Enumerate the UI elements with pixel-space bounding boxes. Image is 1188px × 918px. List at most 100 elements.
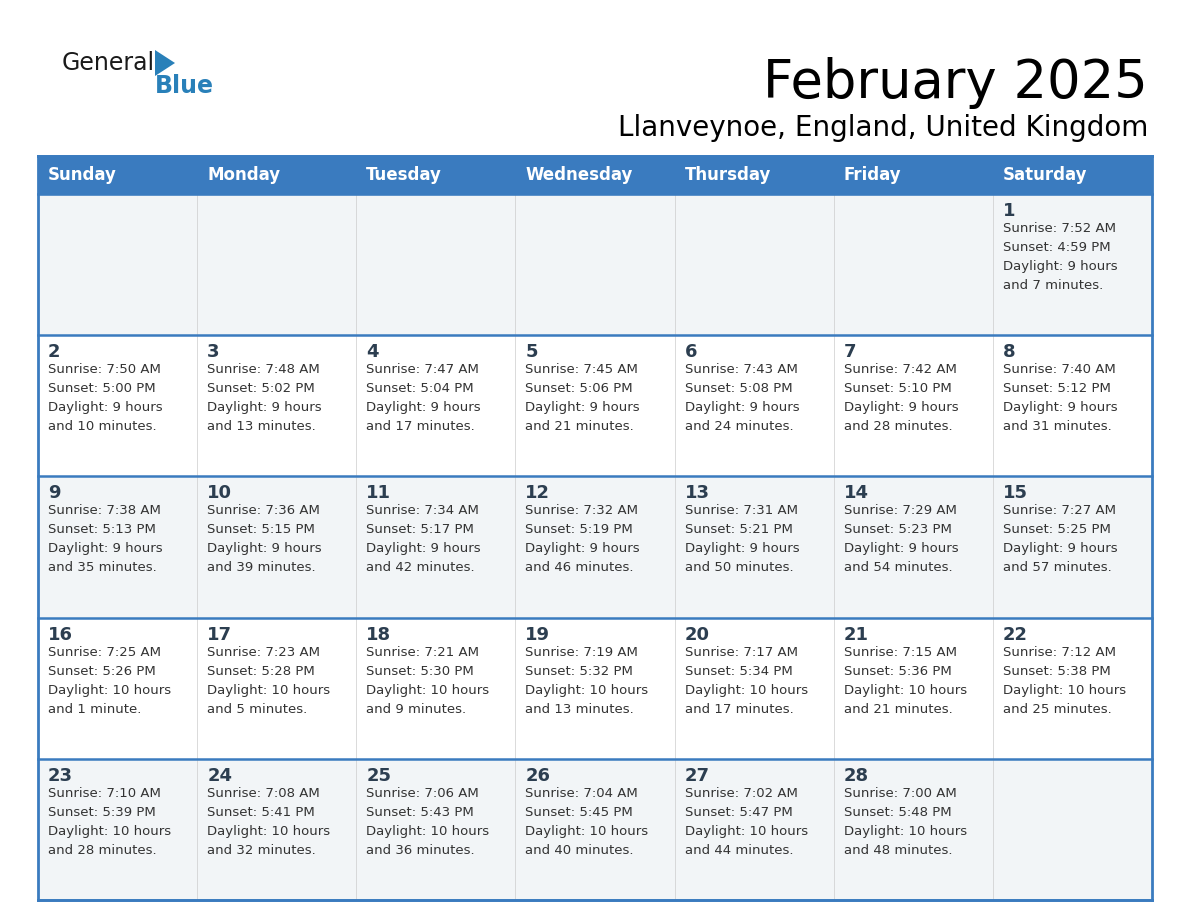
Text: Daylight: 10 hours: Daylight: 10 hours xyxy=(48,824,171,838)
Text: and 31 minutes.: and 31 minutes. xyxy=(1003,420,1112,433)
Text: Sunrise: 7:43 AM: Sunrise: 7:43 AM xyxy=(684,364,797,376)
Text: Sunrise: 7:21 AM: Sunrise: 7:21 AM xyxy=(366,645,479,658)
Text: Daylight: 9 hours: Daylight: 9 hours xyxy=(1003,543,1118,555)
Bar xyxy=(197,618,356,759)
Text: and 42 minutes.: and 42 minutes. xyxy=(366,562,475,575)
Bar xyxy=(675,476,834,618)
Text: Daylight: 10 hours: Daylight: 10 hours xyxy=(48,684,171,697)
Text: 14: 14 xyxy=(843,485,868,502)
Text: 28: 28 xyxy=(843,767,868,785)
Text: Sunset: 5:30 PM: Sunset: 5:30 PM xyxy=(366,665,474,677)
Text: Sunset: 5:28 PM: Sunset: 5:28 PM xyxy=(207,665,315,677)
Text: Sunrise: 7:50 AM: Sunrise: 7:50 AM xyxy=(48,364,160,376)
Bar xyxy=(38,476,197,618)
Text: Daylight: 10 hours: Daylight: 10 hours xyxy=(684,824,808,838)
Text: and 48 minutes.: and 48 minutes. xyxy=(843,844,953,856)
Text: Sunrise: 7:15 AM: Sunrise: 7:15 AM xyxy=(843,645,956,658)
Text: Sunrise: 7:19 AM: Sunrise: 7:19 AM xyxy=(525,645,638,658)
Bar xyxy=(197,759,356,900)
Text: Sunrise: 7:32 AM: Sunrise: 7:32 AM xyxy=(525,504,638,518)
Text: Sunrise: 7:12 AM: Sunrise: 7:12 AM xyxy=(1003,645,1116,658)
Bar xyxy=(516,335,675,476)
Text: Sunrise: 7:29 AM: Sunrise: 7:29 AM xyxy=(843,504,956,518)
Text: Sunrise: 7:08 AM: Sunrise: 7:08 AM xyxy=(207,787,320,800)
Text: Blue: Blue xyxy=(154,74,214,98)
Text: Sunrise: 7:17 AM: Sunrise: 7:17 AM xyxy=(684,645,797,658)
Text: Sunset: 5:48 PM: Sunset: 5:48 PM xyxy=(843,806,952,819)
Bar xyxy=(834,759,993,900)
Text: Daylight: 10 hours: Daylight: 10 hours xyxy=(366,824,489,838)
Text: Sunrise: 7:25 AM: Sunrise: 7:25 AM xyxy=(48,645,162,658)
Text: Daylight: 9 hours: Daylight: 9 hours xyxy=(207,543,322,555)
Text: Sunset: 5:32 PM: Sunset: 5:32 PM xyxy=(525,665,633,677)
Bar xyxy=(197,476,356,618)
Text: 19: 19 xyxy=(525,625,550,644)
Text: and 13 minutes.: and 13 minutes. xyxy=(207,420,316,433)
Text: Sunrise: 7:10 AM: Sunrise: 7:10 AM xyxy=(48,787,160,800)
Text: Sunset: 5:04 PM: Sunset: 5:04 PM xyxy=(366,382,474,396)
Bar xyxy=(834,335,993,476)
Text: Daylight: 9 hours: Daylight: 9 hours xyxy=(525,401,640,414)
Text: Sunset: 5:02 PM: Sunset: 5:02 PM xyxy=(207,382,315,396)
Text: Sunset: 5:15 PM: Sunset: 5:15 PM xyxy=(207,523,315,536)
Text: and 21 minutes.: and 21 minutes. xyxy=(843,702,953,716)
Text: Sunday: Sunday xyxy=(48,166,116,184)
Text: Sunset: 5:26 PM: Sunset: 5:26 PM xyxy=(48,665,156,677)
Text: Daylight: 10 hours: Daylight: 10 hours xyxy=(525,824,649,838)
Text: Sunset: 5:17 PM: Sunset: 5:17 PM xyxy=(366,523,474,536)
Text: and 54 minutes.: and 54 minutes. xyxy=(843,562,953,575)
Bar xyxy=(993,618,1152,759)
Text: Sunset: 5:38 PM: Sunset: 5:38 PM xyxy=(1003,665,1111,677)
Text: Sunset: 5:19 PM: Sunset: 5:19 PM xyxy=(525,523,633,536)
Bar xyxy=(993,194,1152,335)
Bar xyxy=(38,156,1152,194)
Text: and 46 minutes.: and 46 minutes. xyxy=(525,562,634,575)
Text: Daylight: 10 hours: Daylight: 10 hours xyxy=(207,824,330,838)
Text: and 17 minutes.: and 17 minutes. xyxy=(684,702,794,716)
Text: Daylight: 10 hours: Daylight: 10 hours xyxy=(525,684,649,697)
Text: Sunrise: 7:48 AM: Sunrise: 7:48 AM xyxy=(207,364,320,376)
Text: 23: 23 xyxy=(48,767,72,785)
Text: Sunset: 5:10 PM: Sunset: 5:10 PM xyxy=(843,382,952,396)
Text: Thursday: Thursday xyxy=(684,166,771,184)
Text: Daylight: 10 hours: Daylight: 10 hours xyxy=(366,684,489,697)
Text: 3: 3 xyxy=(207,343,220,361)
Text: Sunset: 5:08 PM: Sunset: 5:08 PM xyxy=(684,382,792,396)
Text: 17: 17 xyxy=(207,625,232,644)
Text: and 17 minutes.: and 17 minutes. xyxy=(366,420,475,433)
Bar xyxy=(993,335,1152,476)
Text: and 24 minutes.: and 24 minutes. xyxy=(684,420,794,433)
Bar xyxy=(516,618,675,759)
Text: 11: 11 xyxy=(366,485,391,502)
Text: and 44 minutes.: and 44 minutes. xyxy=(684,844,794,856)
Text: Sunrise: 7:38 AM: Sunrise: 7:38 AM xyxy=(48,504,160,518)
Text: Sunrise: 7:34 AM: Sunrise: 7:34 AM xyxy=(366,504,479,518)
Bar xyxy=(38,335,197,476)
Text: Sunset: 5:23 PM: Sunset: 5:23 PM xyxy=(843,523,952,536)
Text: Daylight: 10 hours: Daylight: 10 hours xyxy=(684,684,808,697)
Text: Sunset: 5:34 PM: Sunset: 5:34 PM xyxy=(684,665,792,677)
Text: Sunset: 5:36 PM: Sunset: 5:36 PM xyxy=(843,665,952,677)
Text: 10: 10 xyxy=(207,485,232,502)
Text: 2: 2 xyxy=(48,343,61,361)
Text: 24: 24 xyxy=(207,767,232,785)
Text: Sunset: 5:00 PM: Sunset: 5:00 PM xyxy=(48,382,156,396)
Text: Daylight: 10 hours: Daylight: 10 hours xyxy=(207,684,330,697)
Bar xyxy=(516,194,675,335)
Text: Daylight: 9 hours: Daylight: 9 hours xyxy=(366,543,481,555)
Text: Sunrise: 7:00 AM: Sunrise: 7:00 AM xyxy=(843,787,956,800)
Text: General: General xyxy=(62,51,156,75)
Text: Sunrise: 7:40 AM: Sunrise: 7:40 AM xyxy=(1003,364,1116,376)
Bar xyxy=(356,335,516,476)
Text: Sunset: 5:12 PM: Sunset: 5:12 PM xyxy=(1003,382,1111,396)
Text: Sunset: 5:45 PM: Sunset: 5:45 PM xyxy=(525,806,633,819)
Bar xyxy=(834,618,993,759)
Text: 8: 8 xyxy=(1003,343,1016,361)
Bar xyxy=(197,335,356,476)
Text: 21: 21 xyxy=(843,625,868,644)
Text: and 35 minutes.: and 35 minutes. xyxy=(48,562,157,575)
Text: Sunrise: 7:04 AM: Sunrise: 7:04 AM xyxy=(525,787,638,800)
Text: Daylight: 9 hours: Daylight: 9 hours xyxy=(684,543,800,555)
Text: Sunrise: 7:36 AM: Sunrise: 7:36 AM xyxy=(207,504,320,518)
Text: 9: 9 xyxy=(48,485,61,502)
